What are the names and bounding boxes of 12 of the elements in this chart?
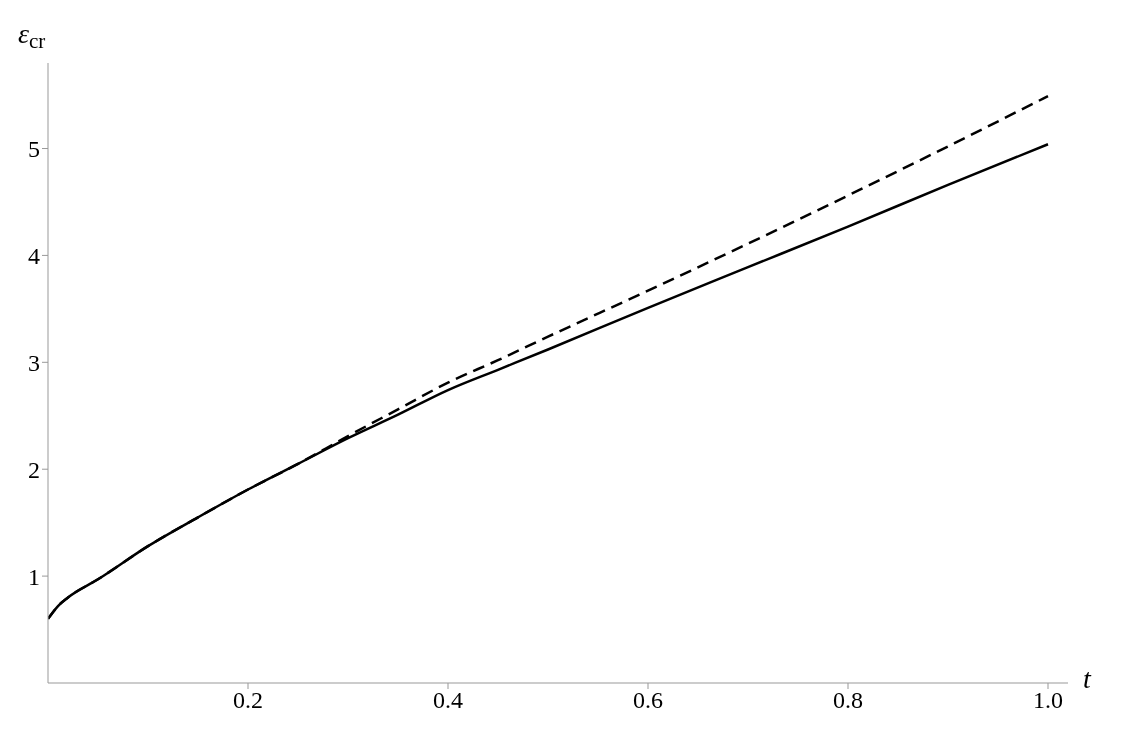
y-tick-label: 2 <box>28 456 40 483</box>
y-tick-label: 3 <box>28 349 40 376</box>
x-tick-label: 0.8 <box>833 687 863 714</box>
x-tick-label: 1.0 <box>1033 687 1063 714</box>
y-tick-label: 5 <box>28 136 40 163</box>
x-tick-label: 0.6 <box>633 687 663 714</box>
y-axis-title: ε$_{cr}$ <box>18 18 46 54</box>
y-tick-label: 1 <box>28 563 40 590</box>
y-tick-label: 4 <box>28 242 40 269</box>
x-tick-label: 0.2 <box>233 687 263 714</box>
x-tick-label: 0.4 <box>433 687 463 714</box>
x-axis-title: t <box>1083 663 1092 694</box>
